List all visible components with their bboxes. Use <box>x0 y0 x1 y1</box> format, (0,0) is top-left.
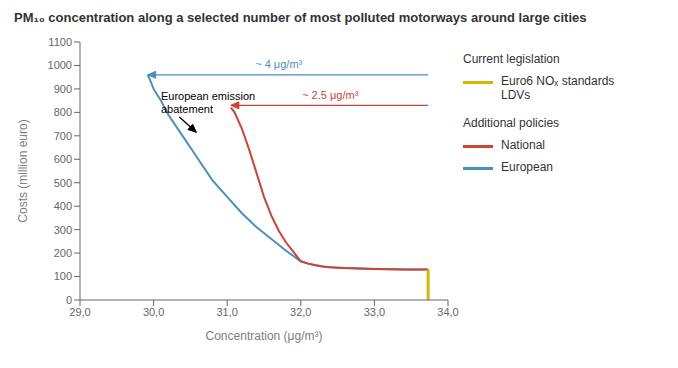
svg-text:29,0: 29,0 <box>69 306 90 318</box>
svg-text:1000: 1000 <box>48 59 72 71</box>
svg-text:900: 900 <box>54 83 72 95</box>
svg-text:600: 600 <box>54 153 72 165</box>
html-text:European: European <box>501 160 553 174</box>
svg-text:300: 300 <box>54 224 72 236</box>
svg-text:33,0: 33,0 <box>364 306 385 318</box>
svg-text:200: 200 <box>54 247 72 259</box>
svg-text:1100: 1100 <box>48 36 72 48</box>
svg-text:400: 400 <box>54 200 72 212</box>
svg-text:34,0: 34,0 <box>437 306 458 318</box>
svg-text:European emissionabatement: European emissionabatement <box>161 90 255 115</box>
svg-text:32,0: 32,0 <box>290 306 311 318</box>
svg-text:700: 700 <box>54 130 72 142</box>
svg-text:500: 500 <box>54 177 72 189</box>
svg-text:100: 100 <box>54 270 72 282</box>
svg-text:800: 800 <box>54 106 72 118</box>
html-text:LDVs: LDVs <box>501 88 531 102</box>
svg-text:30,0: 30,0 <box>143 306 164 318</box>
svg-text:0: 0 <box>66 294 72 306</box>
html-text:Euro6 NOₓ standards: Euro6 NOₓ standards <box>501 74 615 88</box>
html-text:PM₁₀ concentration along a sel: PM₁₀ concentration along a selected numb… <box>14 10 587 25</box>
svg-text:~ 2.5 μg/m³: ~ 2.5 μg/m³ <box>302 89 359 101</box>
svg-text:Concentration (μg/m³): Concentration (μg/m³) <box>206 329 323 343</box>
svg-text:Costs (million euro): Costs (million euro) <box>16 119 30 222</box>
html-text:National: National <box>501 138 545 152</box>
html-text:Additional policies: Additional policies <box>463 116 560 130</box>
html-text:Current legislation: Current legislation <box>463 52 560 66</box>
svg-text:31,0: 31,0 <box>216 306 237 318</box>
svg-text:~ 4 μg/m³: ~ 4 μg/m³ <box>255 58 302 70</box>
